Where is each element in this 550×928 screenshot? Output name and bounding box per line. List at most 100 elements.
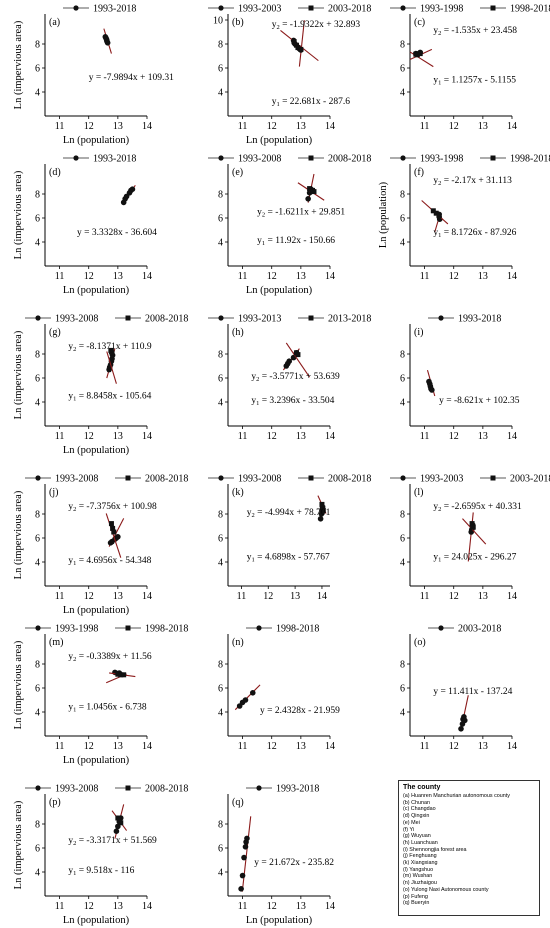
y-tick-label: 4 xyxy=(35,868,40,879)
x-axis-title: Ln (population) xyxy=(246,135,313,146)
y-tick-label: 4 xyxy=(400,88,405,99)
fit-line xyxy=(298,20,305,67)
y-tick-label: 8 xyxy=(35,40,40,51)
legend-marker xyxy=(35,475,41,481)
panel-p: 11 12 13 14 4 6 8 Ln (population) Ln (impervious… xyxy=(13,784,188,927)
data-point xyxy=(118,820,124,826)
y-tick-label: 8 xyxy=(35,190,40,201)
legend-marker xyxy=(400,155,406,161)
x-tick-label: 13 xyxy=(478,741,488,752)
x-tick-label: 13 xyxy=(290,591,300,602)
x-tick-label: 14 xyxy=(325,741,335,752)
legend-label: 1993-2008 xyxy=(55,784,98,795)
y-axis-title: Ln (population) xyxy=(378,181,389,248)
x-tick-label: 14 xyxy=(325,901,335,912)
data-point xyxy=(319,501,325,507)
equation-label: y1 = 24.025x - 296.27 xyxy=(433,553,516,564)
y-tick-label: 8 xyxy=(218,510,223,521)
x-tick-label: 13 xyxy=(296,431,306,442)
data-point xyxy=(249,690,256,696)
x-tick-label: 13 xyxy=(113,591,123,602)
x-tick-label: 14 xyxy=(142,591,152,602)
y-tick-label: 6 xyxy=(35,534,40,545)
legend-marker xyxy=(125,315,131,321)
legend-marker xyxy=(73,155,79,161)
equation-label: y1 = 1.0456x - 6.738 xyxy=(68,703,147,714)
panel-label: (d) xyxy=(49,167,61,178)
y-tick-label: 8 xyxy=(35,350,40,361)
legend-label: 2008-2018 xyxy=(328,154,371,165)
fit-line xyxy=(241,816,252,892)
county-legend-item: (e) Mei xyxy=(403,819,420,826)
x-tick-label: 14 xyxy=(142,271,152,282)
panel-label: (n) xyxy=(232,637,244,648)
data-point xyxy=(295,45,301,51)
legend-label: 1993-2003 xyxy=(420,474,463,485)
legend-label: 1993-2008 xyxy=(55,314,98,325)
x-tick-label: 11 xyxy=(420,741,430,752)
x-tick-label: 13 xyxy=(478,121,488,132)
panel-label: (o) xyxy=(414,637,426,648)
data-point xyxy=(295,352,301,358)
x-tick-label: 12 xyxy=(84,271,94,282)
county-legend-title: The county xyxy=(403,784,441,791)
y-axis-title: Ln (impervious area) xyxy=(13,800,24,889)
y-tick-label: 6 xyxy=(218,684,223,695)
y-tick-label: 6 xyxy=(218,534,223,545)
equation-label: y1 = 9.518x - 116 xyxy=(68,866,134,877)
panel-label: (p) xyxy=(49,797,61,808)
data-point xyxy=(458,726,464,732)
y-tick-label: 8 xyxy=(35,660,40,671)
y-tick-label: 4 xyxy=(218,868,223,879)
legend-marker xyxy=(125,785,131,791)
y-tick-label: 8 xyxy=(400,350,405,361)
x-tick-label: 11 xyxy=(238,901,248,912)
panel-label: (a) xyxy=(49,17,60,28)
y-tick-label: 6 xyxy=(400,214,405,225)
fit-line xyxy=(285,342,311,378)
legend-marker xyxy=(35,785,41,791)
x-tick-label: 11 xyxy=(55,121,65,132)
equation-label: y2 = -3.3171x + 51.569 xyxy=(68,836,157,847)
county-legend-item: (f) Yi xyxy=(403,826,415,833)
x-tick-label: 14 xyxy=(325,121,335,132)
x-tick-label: 14 xyxy=(317,591,327,602)
legend-marker xyxy=(308,155,314,161)
data-point xyxy=(121,672,127,678)
county-legend-item: (g) Wuyuan xyxy=(403,833,431,840)
county-legend-list: (a) Huanren Manchurian autonomous county… xyxy=(403,793,535,907)
legend-label: 1998-2018 xyxy=(510,4,550,15)
y-tick-label: 4 xyxy=(35,398,40,409)
legend-label: 1993-1998 xyxy=(420,154,463,165)
y-tick-label: 4 xyxy=(218,558,223,569)
panel-a: 11 12 13 14 4 6 8 Ln (population) Ln (impervious… xyxy=(13,4,174,147)
legend-marker xyxy=(490,5,496,11)
panel-h: 11 12 13 14 4 6 8 (h) 1993-2013 2013-2018 y2 = -3.… xyxy=(208,314,371,442)
y-axis-title: Ln (impervious area) xyxy=(13,170,24,259)
equation-label: y1 = 8.8458x - 105.64 xyxy=(68,391,151,402)
y-tick-label: 6 xyxy=(400,374,405,385)
legend-marker xyxy=(490,475,496,481)
x-tick-label: 13 xyxy=(296,741,306,752)
panel-c: 11 12 13 14 4 6 8 (c) 1993-1998 1998-2018 y2 = -1.… xyxy=(390,4,550,132)
equation-label: y2 = -4.994x + 78.701 xyxy=(247,508,331,519)
equation-label: y2 = -1.9322x + 32.893 xyxy=(272,20,361,31)
equation-label: y1 = 4.6956x - 54.348 xyxy=(68,556,151,567)
equation-label: y2 = -0.3389x + 11.56 xyxy=(68,652,152,663)
county-legend-item: (c) Changdao xyxy=(403,806,436,813)
panel-label: (g) xyxy=(49,327,61,338)
y-axis-title: Ln (impervious area) xyxy=(13,330,24,419)
panel-label: (q) xyxy=(232,797,244,808)
x-tick-label: 12 xyxy=(449,431,459,442)
data-point xyxy=(317,516,324,522)
x-tick-label: 13 xyxy=(478,431,488,442)
x-tick-label: 12 xyxy=(263,591,273,602)
equation-label: y = -8.621x + 102.35 xyxy=(439,396,520,406)
data-point xyxy=(115,534,121,540)
data-point xyxy=(433,210,439,216)
data-point xyxy=(305,196,311,202)
panel-n: 11 12 13 14 4 6 8 (n) 1998-2018 y = 2.4328x - 21.… xyxy=(218,624,340,753)
legend-marker xyxy=(218,475,224,481)
x-tick-label: 11 xyxy=(237,591,247,602)
